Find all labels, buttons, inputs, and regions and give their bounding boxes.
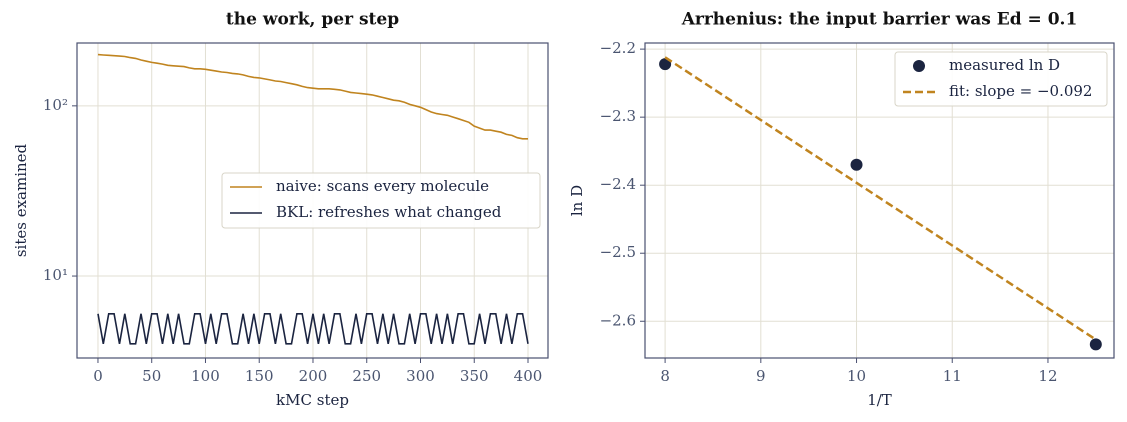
x-tick-label: 300: [406, 367, 435, 385]
y-tick-label: 10²: [43, 96, 68, 114]
fit-line: [664, 56, 1097, 341]
y-tick-label: −2.5: [600, 243, 636, 261]
x-tick-label: 400: [514, 367, 543, 385]
chart-title: the work, per step: [226, 10, 399, 30]
data-point: [850, 158, 863, 171]
y-tick-label: −2.3: [600, 107, 636, 125]
series-line: [97, 313, 529, 345]
y-tick-label: −2.6: [600, 311, 636, 329]
x-tick-label: 350: [460, 367, 489, 385]
x-tick-label: 0: [93, 367, 103, 385]
data-point: [659, 58, 672, 71]
legend-swatch: [913, 60, 925, 72]
y-tick-label: −2.4: [600, 175, 636, 193]
x-tick-label: 11: [943, 367, 962, 385]
legend-label: naive: scans every molecule: [276, 177, 489, 195]
x-tick-label: 10: [847, 367, 866, 385]
legend-label: measured ln D: [949, 56, 1060, 74]
x-tick-label: 100: [191, 367, 220, 385]
chart-title: Arrhenius: the input barrier was Ed = 0.…: [681, 10, 1078, 30]
x-tick-label: 12: [1038, 367, 1057, 385]
y-tick-label: −2.2: [600, 39, 636, 57]
axes-frame: [644, 42, 1115, 359]
legend-label: BKL: refreshes what changed: [276, 203, 502, 221]
axes-frame: [76, 42, 549, 359]
data-point: [1089, 338, 1102, 351]
y-tick-label: 10¹: [43, 266, 68, 284]
y-axis-label: sites examined: [12, 143, 30, 257]
series-line: [97, 53, 528, 140]
x-tick-label: 9: [756, 367, 766, 385]
x-tick-label: 250: [352, 367, 381, 385]
x-tick-label: 200: [299, 367, 328, 385]
legend-box: [221, 172, 541, 229]
x-axis-label: kMC step: [276, 391, 349, 409]
x-axis-label: 1/T: [867, 391, 892, 409]
x-tick-label: 50: [142, 367, 161, 385]
legend-label: fit: slope = −0.092: [949, 82, 1092, 100]
x-tick-label: 150: [245, 367, 274, 385]
x-tick-label: 8: [660, 367, 670, 385]
y-axis-label: ln D: [568, 185, 586, 216]
legend-box: [894, 51, 1108, 107]
